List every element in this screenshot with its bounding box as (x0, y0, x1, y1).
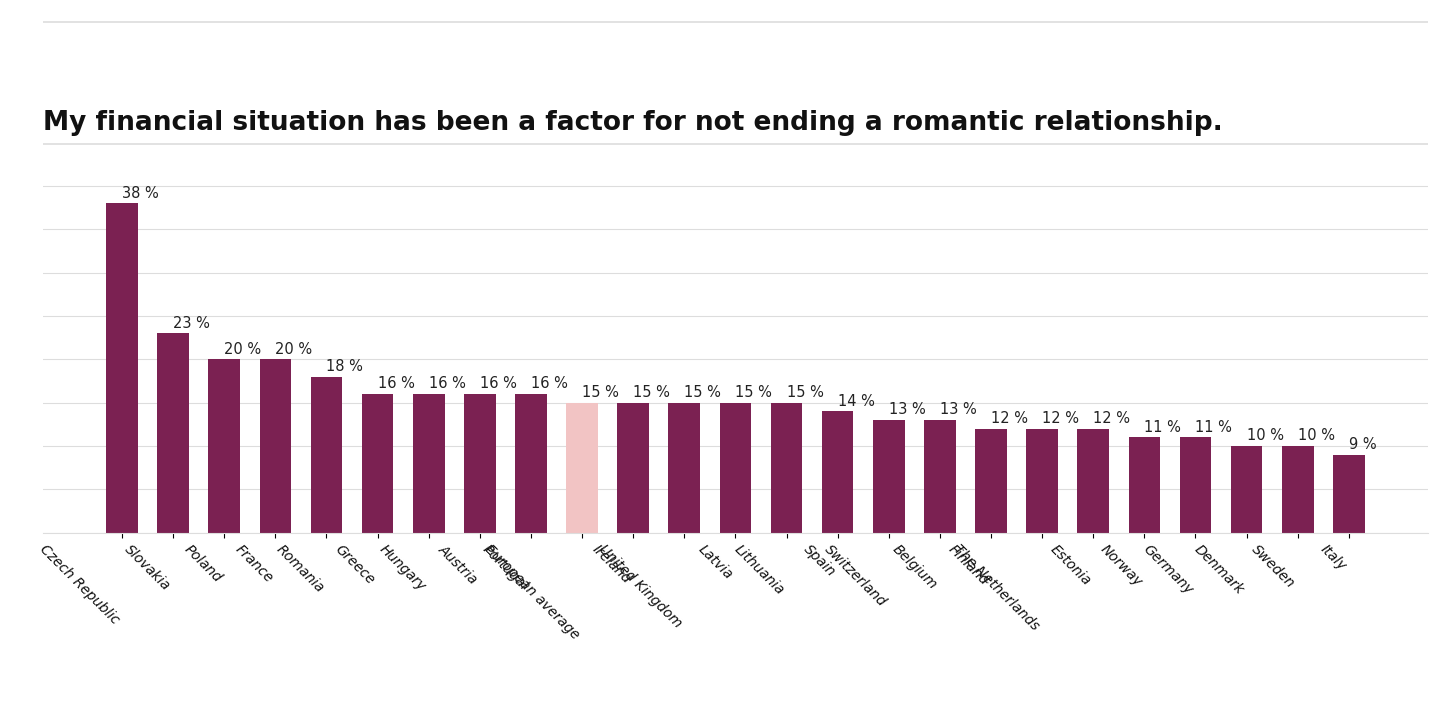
Text: 15 %: 15 % (633, 385, 671, 400)
Bar (310, 377, 342, 533)
Bar (209, 359, 241, 533)
Text: 11 %: 11 % (1145, 420, 1181, 435)
Bar (872, 420, 904, 533)
Bar (107, 203, 138, 533)
Text: 15 %: 15 % (735, 385, 773, 400)
Text: 38 %: 38 % (123, 186, 159, 201)
Bar (720, 402, 751, 533)
Text: 16 %: 16 % (531, 377, 568, 392)
Text: 15 %: 15 % (786, 385, 823, 400)
Text: 10 %: 10 % (1298, 428, 1335, 444)
Text: 16 %: 16 % (428, 377, 466, 392)
Bar (1129, 437, 1161, 533)
Text: 9 %: 9 % (1348, 437, 1377, 452)
Text: 12 %: 12 % (1043, 411, 1079, 426)
Bar (157, 333, 189, 533)
Text: 15 %: 15 % (685, 385, 721, 400)
Bar (1180, 437, 1211, 533)
Text: 13 %: 13 % (940, 402, 976, 418)
Bar (924, 420, 956, 533)
Text: 20 %: 20 % (275, 342, 313, 356)
Text: 23 %: 23 % (173, 316, 211, 330)
Text: 16 %: 16 % (378, 377, 414, 392)
Bar (464, 394, 496, 533)
Bar (1077, 428, 1109, 533)
Bar (770, 402, 802, 533)
Text: 20 %: 20 % (225, 342, 261, 356)
Text: 12 %: 12 % (1093, 411, 1131, 426)
Bar (975, 428, 1007, 533)
Text: 16 %: 16 % (480, 377, 516, 392)
Text: 13 %: 13 % (888, 402, 926, 418)
Text: 12 %: 12 % (991, 411, 1028, 426)
Bar (362, 394, 394, 533)
Bar (412, 394, 444, 533)
Text: 15 %: 15 % (583, 385, 619, 400)
Bar (515, 394, 547, 533)
Bar (1230, 446, 1262, 533)
Text: 14 %: 14 % (838, 394, 874, 409)
Text: 18 %: 18 % (326, 359, 363, 374)
Bar (822, 411, 854, 533)
Text: My financial situation has been a factor for not ending a romantic relationship.: My financial situation has been a factor… (43, 110, 1223, 136)
Text: 11 %: 11 % (1195, 420, 1233, 435)
Bar (1332, 455, 1364, 533)
Bar (260, 359, 291, 533)
Text: 10 %: 10 % (1246, 428, 1283, 444)
Bar (669, 402, 701, 533)
Bar (567, 402, 598, 533)
Bar (1282, 446, 1314, 533)
Bar (1027, 428, 1058, 533)
Bar (617, 402, 649, 533)
